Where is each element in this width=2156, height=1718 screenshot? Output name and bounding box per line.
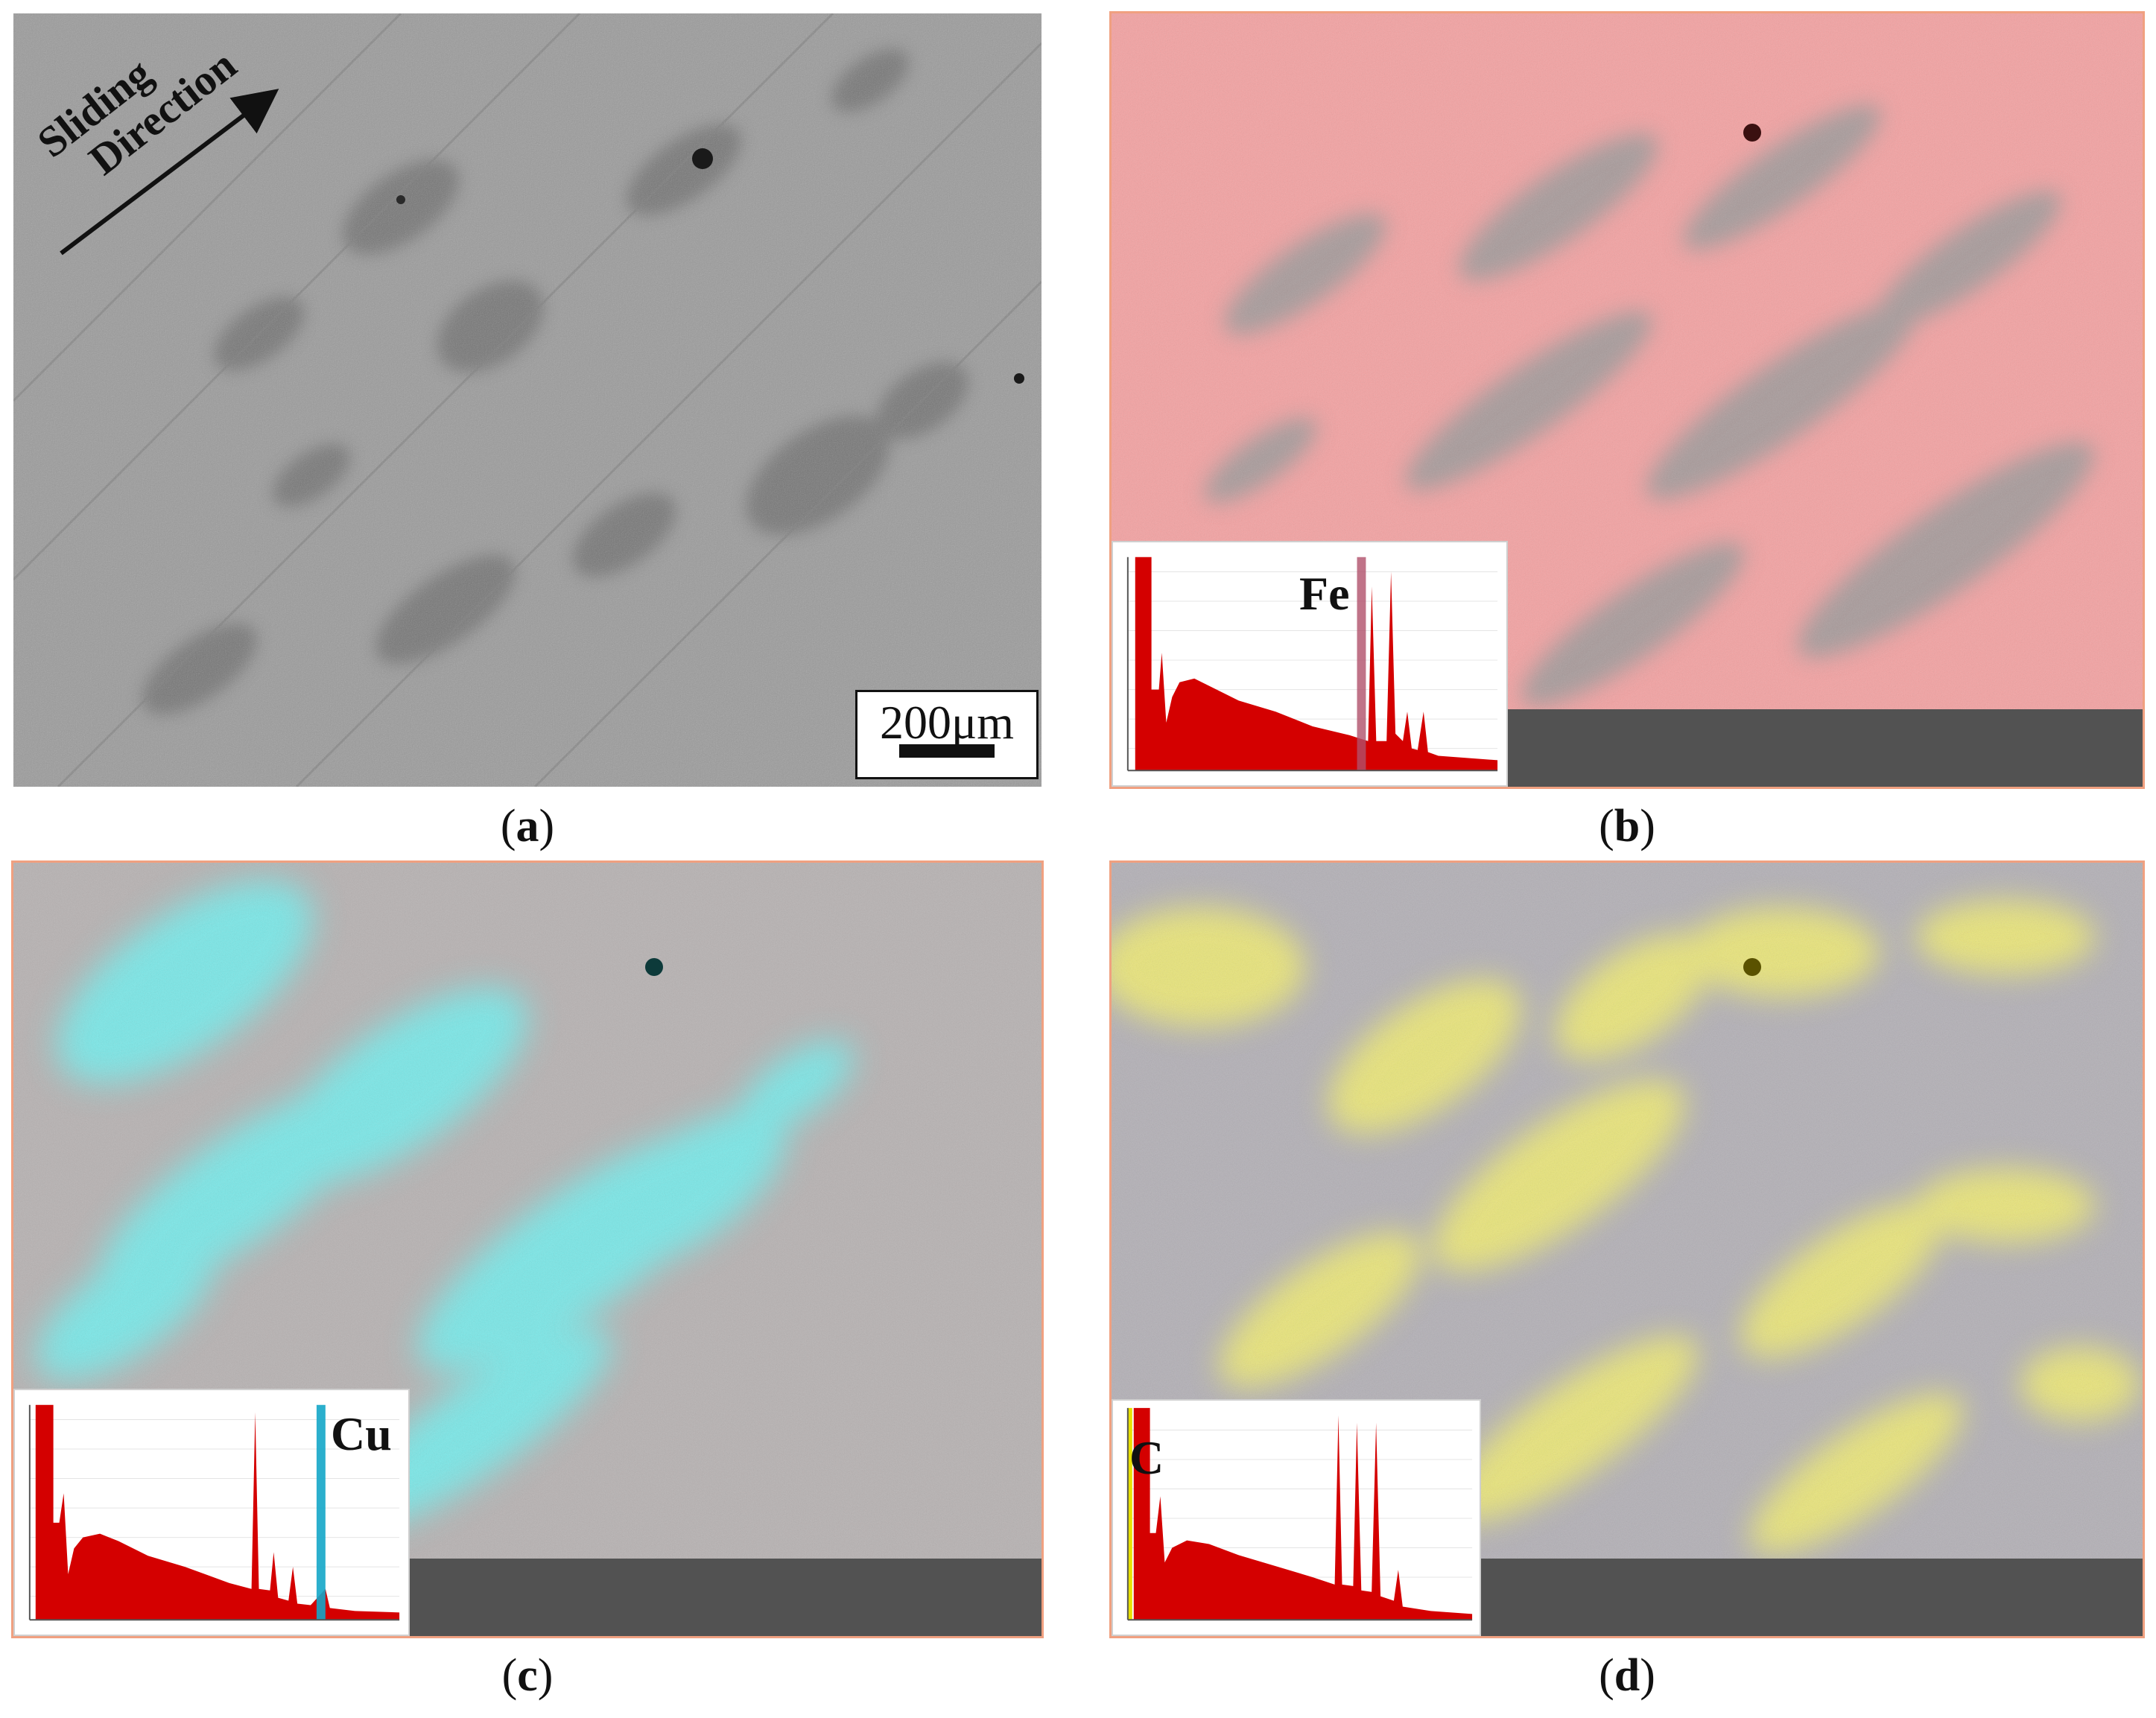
element-label-fe: Fe xyxy=(1299,567,1350,620)
scale-bar: 200μm xyxy=(855,690,1039,779)
panel-b-fe-map: Fe xyxy=(1109,11,2145,789)
panel-a-sem-image xyxy=(13,13,1041,787)
scale-bar-label: 200μm xyxy=(879,696,1015,749)
c-spectrum-inset: C xyxy=(1112,1399,1481,1636)
spectrum-fill xyxy=(35,1404,400,1620)
sliding-direction-arrow xyxy=(60,89,279,256)
spectrum-fill xyxy=(1135,557,1498,771)
panel-c-cu-map: Cu xyxy=(11,860,1044,1638)
element-label-c: C xyxy=(1129,1431,1164,1484)
spectrum-chart xyxy=(28,1404,400,1621)
cu-spectrum-inset: Cu xyxy=(13,1389,410,1636)
scale-bar-line xyxy=(899,744,995,758)
caption-c: (c) xyxy=(501,1650,554,1701)
element-label-cu: Cu xyxy=(331,1407,392,1460)
cu-map-texture xyxy=(13,863,1041,1636)
dark-footer-strip xyxy=(407,1559,1041,1636)
cu-marker xyxy=(316,1404,326,1620)
dark-footer-strip xyxy=(1477,1559,2143,1636)
caption-a: (a) xyxy=(500,801,555,852)
panel-d-c-map: C xyxy=(1109,860,2145,1638)
spectrum-chart xyxy=(1126,557,1498,772)
sem-texture xyxy=(13,13,1041,787)
spectrum-chart xyxy=(1126,1407,1473,1621)
dark-footer-strip xyxy=(1506,709,2143,787)
c-marker xyxy=(1127,1407,1132,1620)
fe-spectrum-inset: Fe xyxy=(1112,541,1508,787)
spectrum-fill xyxy=(1133,1407,1473,1620)
caption-d: (d) xyxy=(1599,1650,1655,1701)
fe-marker xyxy=(1357,557,1366,771)
caption-b: (b) xyxy=(1599,801,1655,852)
